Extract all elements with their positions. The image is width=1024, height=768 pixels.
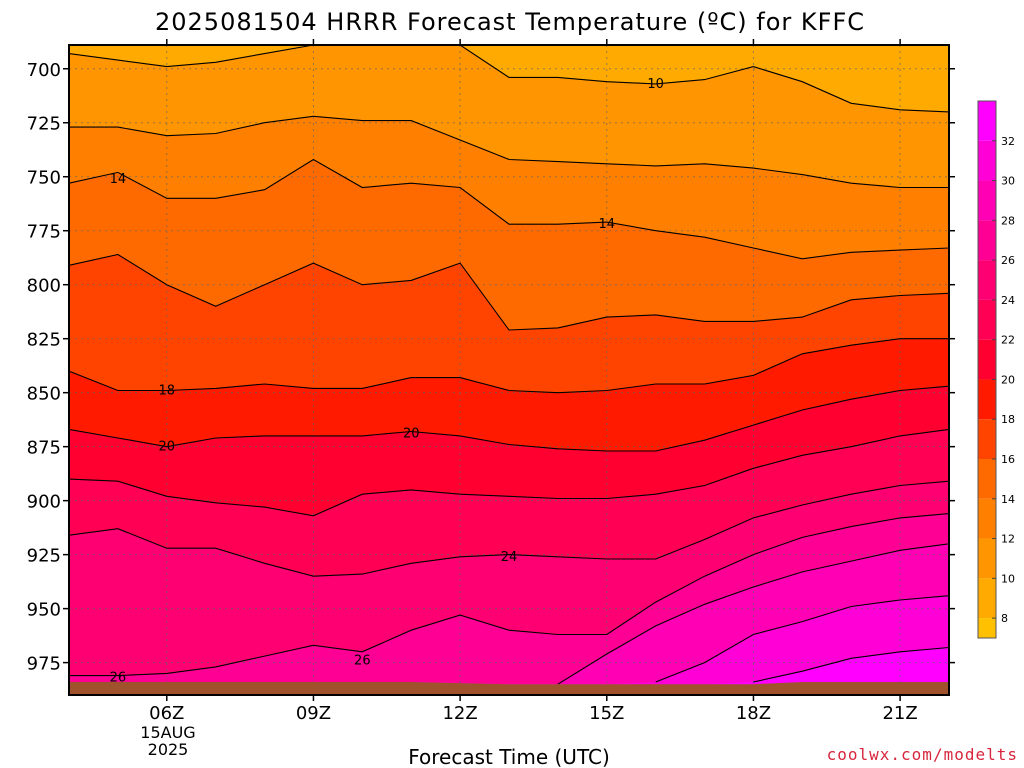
y-tick-label-775: 775 (27, 222, 61, 243)
contour-label-20: 20 (403, 427, 420, 442)
contour-label-20: 20 (159, 440, 176, 455)
x-tick-label-09Z: 09Z (296, 703, 331, 724)
colorbar-label-10: 10 (1001, 572, 1015, 585)
colorbar-frame (977, 100, 997, 639)
y-tick-label-875: 875 (27, 438, 61, 459)
colorbar-band-26-28 (978, 220, 996, 261)
contour-label-10: 10 (647, 77, 664, 92)
y-tick-label-750: 750 (27, 168, 61, 189)
colorbar-label-30: 30 (1001, 175, 1015, 188)
colorbar-band-28-30 (978, 180, 996, 221)
colorbar-label-14: 14 (1001, 493, 1015, 506)
y-tick-label-850: 850 (27, 384, 61, 405)
colorbar-label-26: 26 (1001, 254, 1015, 267)
colorbar-label-18: 18 (1001, 413, 1015, 426)
y-tick-label-700: 700 (27, 60, 61, 81)
ground-fill (69, 682, 949, 695)
colorbar-band-7-8 (978, 618, 996, 638)
y-tick-label-800: 800 (27, 276, 61, 297)
colorbar-band-18-20 (978, 379, 996, 420)
date-year-label: 2025 (148, 740, 189, 759)
contour-label-18: 18 (159, 384, 176, 399)
y-tick-label-825: 825 (27, 330, 61, 351)
plot-frame (68, 44, 950, 696)
isotherm-30 (655, 595, 950, 683)
y-tick-label-975: 975 (27, 654, 61, 675)
isotherm-14 (68, 158, 950, 260)
x-tick-label-21Z: 21Z (882, 703, 917, 724)
isotherm-16 (68, 253, 950, 331)
colorbar-band-14-16 (978, 459, 996, 499)
date-day-label: 15AUG (140, 723, 195, 742)
ground-layer (69, 682, 949, 695)
isotherm-22 (68, 428, 950, 517)
colorbar-label-28: 28 (1001, 214, 1015, 227)
isotherm-20 (68, 385, 950, 452)
y-tick-label-950: 950 (27, 600, 61, 621)
isotherm-32 (753, 646, 950, 683)
colorbar-label-22: 22 (1001, 334, 1015, 347)
contour-label-24: 24 (501, 550, 518, 565)
y-tick-label-925: 925 (27, 546, 61, 567)
colorbar-label-8: 8 (1001, 612, 1008, 625)
isotherm-12 (69, 115, 949, 189)
colorbar-label-20: 20 (1001, 373, 1015, 386)
axis-ticks: 700 725 750 775 800 825 850 875 900 925 950 975 06Z 0… (27, 39, 955, 724)
contour-label-26: 26 (110, 671, 127, 686)
colorbar-band-12-14 (978, 498, 996, 539)
contour-label-layer: 10 14 14 18 20 20 24 26 26 (110, 77, 664, 686)
temp-band-30-32 (69, 595, 949, 695)
colorbar-band-8-10 (978, 578, 996, 619)
temperature-fill-layer (69, 45, 949, 696)
contour-label-14: 14 (599, 217, 616, 232)
colorbar-band-32-34 (978, 101, 996, 141)
y-tick-label-900: 900 (27, 492, 61, 513)
isotherm-18 (68, 338, 949, 394)
contour-label-26: 26 (354, 653, 371, 668)
x-tick-label-18Z: 18Z (736, 703, 771, 724)
colorbar-band-16-18 (978, 419, 996, 459)
colorbar-band-10-12 (978, 538, 996, 579)
x-tick-label-06Z: 06Z (149, 703, 184, 724)
colorbar-label-12: 12 (1001, 533, 1015, 546)
colorbar-label-16: 16 (1001, 453, 1015, 466)
colorbar-band-20-22 (978, 339, 996, 380)
colorbar-label-24: 24 (1001, 294, 1015, 307)
x-tick-label-12Z: 12Z (442, 703, 477, 724)
credit-text: coolwx.com/modelts (827, 745, 1018, 764)
chart-title: 2025081504 HRRR Forecast Temperature (ºC… (155, 8, 865, 36)
isotherm-26 (69, 513, 950, 677)
isotherm-layer (68, 44, 950, 685)
isotherm-24 (68, 480, 950, 577)
colorbar-band-24-26 (978, 260, 996, 300)
x-axis-label: Forecast Time (UTC) (408, 745, 610, 768)
isotherm-28 (557, 543, 950, 685)
contour-label-14: 14 (110, 172, 127, 187)
x-tick-label-15Z: 15Z (589, 703, 624, 724)
colorbar-band-30-32 (978, 140, 996, 181)
y-tick-label-725: 725 (27, 114, 61, 135)
colorbar-label-32: 32 (1001, 135, 1015, 148)
isotherm-10 (68, 44, 950, 113)
colorbar-band-22-24 (978, 299, 996, 340)
colorbar: 8 10 12 14 16 18 20 22 24 26 28 30 32 (977, 100, 1015, 639)
